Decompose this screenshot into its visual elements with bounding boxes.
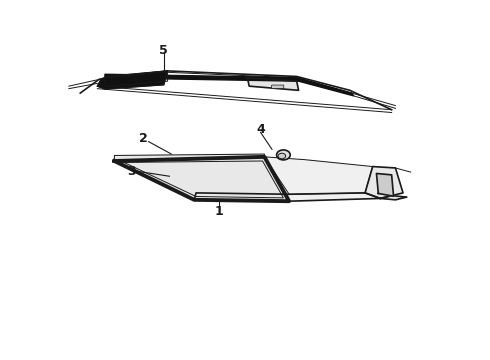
Polygon shape [380,195,407,200]
Polygon shape [98,71,168,89]
Polygon shape [115,157,289,201]
Text: 2: 2 [139,132,147,145]
Text: 1: 1 [215,205,223,218]
Circle shape [278,153,286,159]
Text: 3: 3 [127,165,136,178]
FancyBboxPatch shape [271,85,284,89]
Polygon shape [265,157,372,194]
Circle shape [276,150,290,160]
Polygon shape [297,77,354,96]
Polygon shape [115,154,265,161]
Text: 4: 4 [256,123,265,136]
Polygon shape [376,174,393,196]
Polygon shape [105,74,298,81]
Polygon shape [365,167,403,198]
Text: 5: 5 [159,44,168,57]
Polygon shape [194,193,380,201]
Polygon shape [247,78,298,90]
